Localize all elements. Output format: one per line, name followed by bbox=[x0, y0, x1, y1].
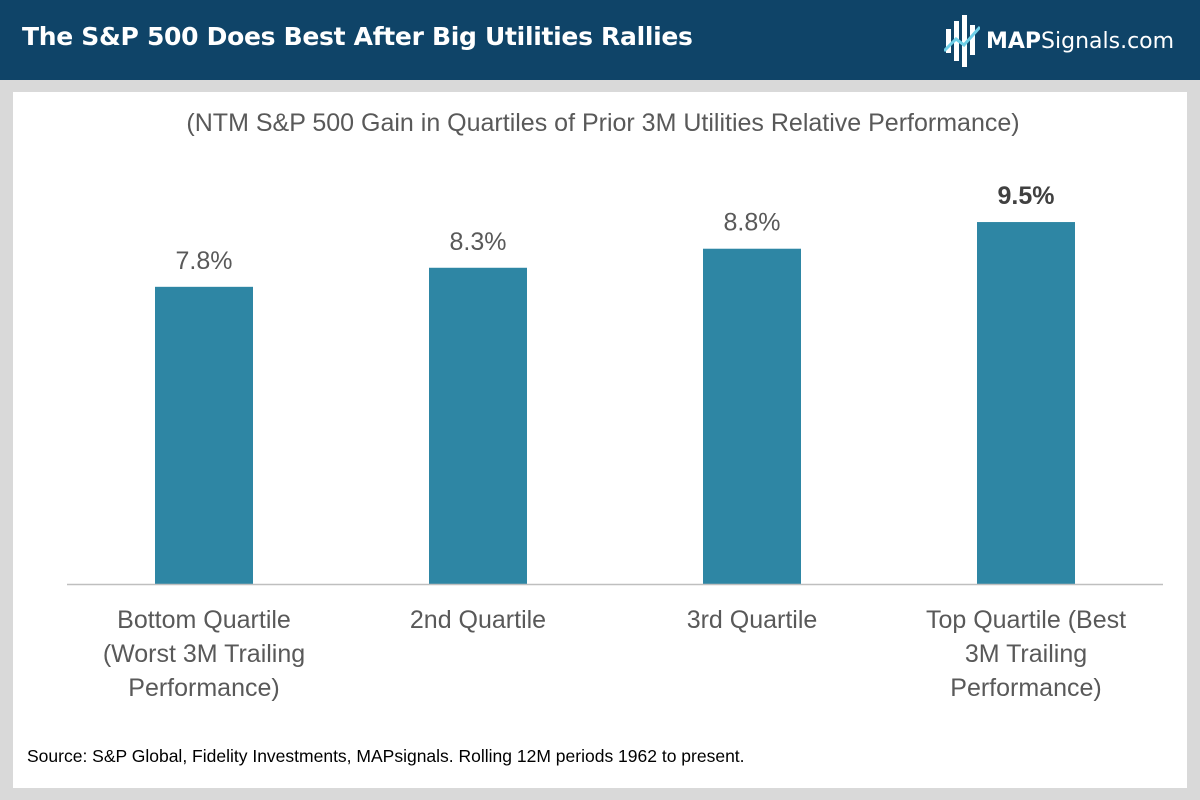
chart-panel: (NTM S&P 500 Gain in Quartiles of Prior … bbox=[13, 92, 1187, 788]
data-label-3: 8.8% bbox=[724, 209, 781, 237]
logo-text: MAPSignals.com bbox=[986, 29, 1174, 54]
logo-text-bold: MAP bbox=[986, 28, 1042, 54]
category-label-3: 3rd Quartile bbox=[687, 606, 818, 634]
data-label-2: 8.3% bbox=[450, 228, 507, 256]
header-bar: The S&P 500 Does Best After Big Utilitie… bbox=[0, 0, 1200, 80]
category-label-4: Top Quartile (Best 3M Trailing Performance… bbox=[926, 606, 1126, 702]
source-note: Source: S&P Global, Fidelity Investments… bbox=[27, 746, 745, 766]
page-title: The S&P 500 Does Best After Big Utilitie… bbox=[22, 22, 693, 51]
logo-text-regular: Signals.com bbox=[1041, 28, 1175, 54]
category-label-2: 2nd Quartile bbox=[410, 606, 546, 634]
category-label-1: Bottom Quartile (Worst 3M Trailing Perform… bbox=[103, 606, 305, 702]
bar-4 bbox=[977, 222, 1075, 585]
bar-chart: 7.8% Bottom Quartile (Worst 3M Trailing Per… bbox=[67, 182, 1163, 702]
data-label-1: 7.8% bbox=[176, 247, 233, 275]
bar-2 bbox=[429, 267, 527, 584]
signal-bars-icon bbox=[944, 15, 980, 67]
bar-3 bbox=[703, 248, 801, 584]
chart-title: (NTM S&P 500 Gain in Quartiles of Prior … bbox=[186, 109, 1020, 137]
mapsignals-logo[interactable]: MAPSignals.com bbox=[944, 14, 1174, 68]
bar-1 bbox=[155, 286, 253, 584]
data-label-4: 9.5% bbox=[998, 182, 1055, 210]
